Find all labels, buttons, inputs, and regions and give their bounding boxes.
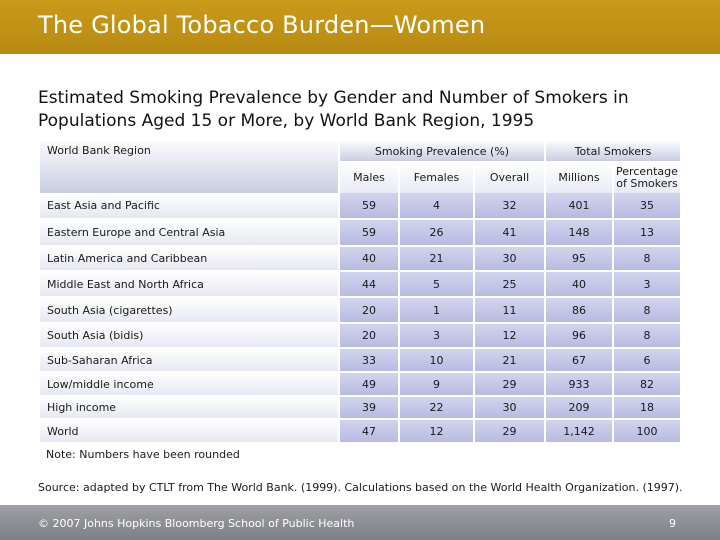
table-cell: 148 bbox=[546, 220, 612, 245]
source-citation: Source: adapted by CTLT from The World B… bbox=[38, 481, 683, 494]
row-region-label: South Asia (cigarettes) bbox=[40, 298, 338, 322]
table-cell: 95 bbox=[546, 247, 612, 270]
table-cell: 3 bbox=[400, 324, 473, 347]
column-header: Millions bbox=[546, 162, 612, 193]
table-cell: 21 bbox=[475, 349, 544, 371]
copyright-text: © 2007 Johns Hopkins Bloomberg School of… bbox=[38, 517, 355, 530]
table-cell: 12 bbox=[475, 324, 544, 347]
table-cell: 1 bbox=[400, 298, 473, 322]
column-header: Females bbox=[400, 162, 473, 193]
table-cell: 6 bbox=[614, 349, 680, 371]
table-cell: 44 bbox=[340, 272, 398, 296]
table-cell: 26 bbox=[400, 220, 473, 245]
table-cell: 8 bbox=[614, 324, 680, 347]
table-cell: 100 bbox=[614, 420, 680, 442]
footer-bar: © 2007 Johns Hopkins Bloomberg School of… bbox=[0, 505, 720, 540]
table-cell: 20 bbox=[340, 324, 398, 347]
table-cell: 40 bbox=[340, 247, 398, 270]
table-cell: 401 bbox=[546, 193, 612, 218]
table-note: Note: Numbers have been rounded bbox=[46, 448, 240, 461]
table-cell: 29 bbox=[475, 420, 544, 442]
column-header: Males bbox=[340, 162, 398, 193]
table-cell: 11 bbox=[475, 298, 544, 322]
column-header: Percentage of Smokers bbox=[614, 162, 680, 193]
prevalence-group-header: Smoking Prevalence (%) bbox=[340, 141, 544, 161]
table-cell: 8 bbox=[614, 247, 680, 270]
table-cell: 9 bbox=[400, 373, 473, 395]
table-cell: 22 bbox=[400, 397, 473, 418]
table-cell: 209 bbox=[546, 397, 612, 418]
table-cell: 39 bbox=[340, 397, 398, 418]
table-cell: 21 bbox=[400, 247, 473, 270]
slide-title: The Global Tobacco Burden—Women bbox=[38, 11, 486, 39]
table-cell: 96 bbox=[546, 324, 612, 347]
table-cell: 12 bbox=[400, 420, 473, 442]
table-cell: 29 bbox=[475, 373, 544, 395]
table-cell: 35 bbox=[614, 193, 680, 218]
row-region-label: Low/middle income bbox=[40, 373, 338, 395]
page-number: 9 bbox=[669, 517, 676, 530]
table-cell: 20 bbox=[340, 298, 398, 322]
table-cell: 32 bbox=[475, 193, 544, 218]
column-header: Overall bbox=[475, 162, 544, 193]
table-cell: 1,142 bbox=[546, 420, 612, 442]
table-cell: 933 bbox=[546, 373, 612, 395]
table-cell: 30 bbox=[475, 397, 544, 418]
table-cell: 25 bbox=[475, 272, 544, 296]
row-region-label: Sub-Saharan Africa bbox=[40, 349, 338, 371]
table-cell: 59 bbox=[340, 220, 398, 245]
row-region-label: High income bbox=[40, 397, 338, 418]
total-smokers-group-header: Total Smokers bbox=[546, 141, 680, 161]
title-bar: The Global Tobacco Burden—Women bbox=[0, 0, 720, 54]
table-cell: 41 bbox=[475, 220, 544, 245]
table-cell: 59 bbox=[340, 193, 398, 218]
table-cell: 49 bbox=[340, 373, 398, 395]
slide-subtitle: Estimated Smoking Prevalence by Gender a… bbox=[38, 88, 629, 131]
row-region-label: Latin America and Caribbean bbox=[40, 247, 338, 270]
table-cell: 82 bbox=[614, 373, 680, 395]
table-cell: 8 bbox=[614, 298, 680, 322]
table-cell: 86 bbox=[546, 298, 612, 322]
table-cell: 30 bbox=[475, 247, 544, 270]
row-region-label: East Asia and Pacific bbox=[40, 193, 338, 218]
row-region-label: Middle East and North Africa bbox=[40, 272, 338, 296]
table-cell: 40 bbox=[546, 272, 612, 296]
table-cell: 13 bbox=[614, 220, 680, 245]
table-cell: 4 bbox=[400, 193, 473, 218]
region-column-header: World Bank Region bbox=[40, 141, 338, 193]
table-cell: 3 bbox=[614, 272, 680, 296]
row-region-label: South Asia (bidis) bbox=[40, 324, 338, 347]
table-cell: 67 bbox=[546, 349, 612, 371]
row-region-label: Eastern Europe and Central Asia bbox=[40, 220, 338, 245]
row-region-label: World bbox=[40, 420, 338, 442]
table-cell: 47 bbox=[340, 420, 398, 442]
table-cell: 10 bbox=[400, 349, 473, 371]
table-cell: 18 bbox=[614, 397, 680, 418]
table-cell: 33 bbox=[340, 349, 398, 371]
table-cell: 5 bbox=[400, 272, 473, 296]
